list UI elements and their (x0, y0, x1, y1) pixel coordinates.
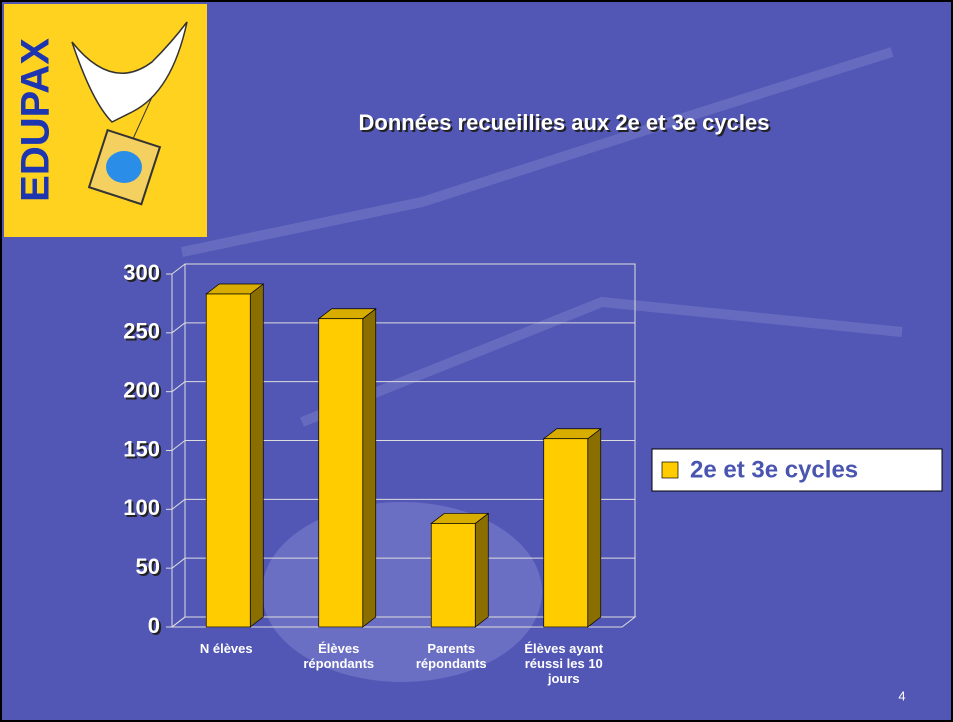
background-dove (180, 47, 903, 427)
y-tick-label: 50 (136, 554, 160, 579)
bar-side (249, 283, 264, 628)
grid-line-depth (171, 322, 186, 334)
y-tick-label-shadow: 50 (138, 556, 162, 581)
y-tick-label: 100 (123, 495, 160, 520)
y-tick-label-shadow: 150 (125, 438, 162, 463)
y-tick-label-shadow: 0 (150, 615, 162, 640)
y-tick-label-shadow: 200 (125, 379, 162, 404)
y-tick-label: 300 (123, 260, 160, 285)
grid-line-depth (171, 557, 186, 569)
bar (318, 318, 364, 628)
bar (430, 523, 476, 628)
legend-swatch (661, 461, 679, 479)
title-shadow: Données recueillies aux 2e et 3e cycles (361, 112, 772, 137)
grid-line-depth (171, 263, 186, 275)
bar (205, 293, 251, 628)
grid-line-depth (171, 381, 186, 393)
bar-side (587, 428, 602, 628)
page-number: 4 (898, 688, 905, 703)
x-tick-label: N élèves (199, 641, 253, 656)
y-tick-label-shadow: 250 (125, 321, 162, 346)
grid-line-depth (171, 616, 186, 628)
grid-line-depth (171, 498, 186, 510)
logo-dove (71, 21, 188, 123)
logo-screen-glass (106, 151, 142, 183)
chart-title: Données recueillies aux 2e et 3e cycles (359, 110, 770, 135)
y-tick-label-shadow: 100 (125, 497, 162, 522)
y-tick-label: 200 (123, 377, 160, 402)
bar-side (362, 308, 377, 628)
logo-text: EDUPAX (14, 38, 58, 202)
bar (543, 438, 589, 628)
legend-box (651, 448, 943, 492)
y-tick-label: 250 (123, 319, 160, 344)
x-tick-label: Élèves ayant réussi les 10 jours (524, 641, 604, 686)
y-tick-label-shadow: 300 (125, 262, 162, 287)
x-tick-label: Élèves répondants (303, 641, 375, 671)
legend-label: 2e et 3e cycles (690, 456, 858, 483)
y-tick-label: 150 (123, 436, 160, 461)
y-tick-label: 0 (148, 613, 160, 638)
bar-side (474, 512, 489, 628)
grid-line-depth (171, 440, 186, 451)
x-tick-label: Parents répondants (415, 641, 487, 671)
